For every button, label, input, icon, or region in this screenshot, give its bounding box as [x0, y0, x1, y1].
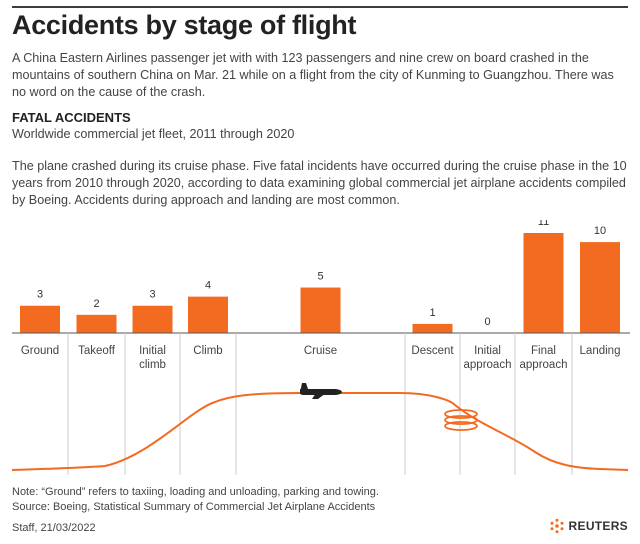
bar-initial-climb — [132, 305, 173, 333]
category-label: Descent — [411, 345, 454, 357]
value-label: 3 — [37, 289, 43, 301]
category-label: Ground — [21, 345, 59, 357]
reuters-logo: REUTERS — [549, 518, 628, 534]
top-rule — [12, 6, 628, 8]
category-label: climb — [139, 359, 166, 371]
reuters-logo-icon — [550, 518, 564, 534]
category-label: Cruise — [304, 345, 337, 357]
bar-takeoff — [76, 314, 117, 333]
section-subtitle: Worldwide commercial jet fleet, 2011 thr… — [12, 127, 295, 141]
value-label: 5 — [317, 271, 323, 283]
source-text: Source: Boeing, Statistical Summary of C… — [12, 501, 376, 513]
note-text: Note: “Ground” refers to taxiing, loadin… — [12, 486, 379, 498]
category-labels: Ground Takeoff Initial climb Climb Cruise Desc… — [21, 345, 621, 371]
bar-landing — [580, 242, 620, 333]
value-label: 4 — [205, 280, 211, 292]
category-label: Initial — [474, 345, 501, 357]
body-paragraph: The plane crashed during its cruise phas… — [12, 159, 627, 207]
bar-ground — [20, 305, 60, 333]
bar-descent — [412, 323, 453, 333]
category-label: approach — [464, 359, 512, 371]
holding-pattern-icon — [444, 409, 478, 431]
category-label: approach — [520, 359, 568, 371]
logo-text: REUTERS — [568, 519, 628, 533]
section-title: FATAL ACCIDENTS — [12, 110, 131, 125]
category-label: Initial — [139, 345, 166, 357]
value-label: 3 — [149, 289, 155, 301]
footnote: Note: “Ground” refers to taxiing, loadin… — [12, 485, 612, 515]
lead-paragraph: A China Eastern Airlines passenger jet w… — [12, 51, 614, 99]
airplane-icon — [300, 383, 342, 399]
category-label: Takeoff — [78, 345, 116, 357]
flight-path-line — [11, 392, 629, 471]
category-label: Landing — [580, 345, 621, 357]
bar-cruise — [300, 287, 341, 333]
page-title: Accidents by stage of flight — [12, 10, 357, 40]
credit-line: Staff, 21/03/2022 — [12, 522, 96, 534]
value-label: 2 — [93, 298, 99, 310]
value-label: 10 — [594, 225, 606, 237]
category-label: Final — [531, 345, 556, 357]
value-label: 0 — [484, 316, 490, 328]
bar-final-approach — [523, 233, 564, 333]
flight-path-diagram — [11, 383, 629, 471]
bar-climb — [188, 296, 228, 333]
category-label: Climb — [193, 345, 222, 357]
value-label: 11 — [538, 220, 549, 228]
value-label: 1 — [429, 307, 435, 319]
phase-dividers — [67, 333, 573, 475]
